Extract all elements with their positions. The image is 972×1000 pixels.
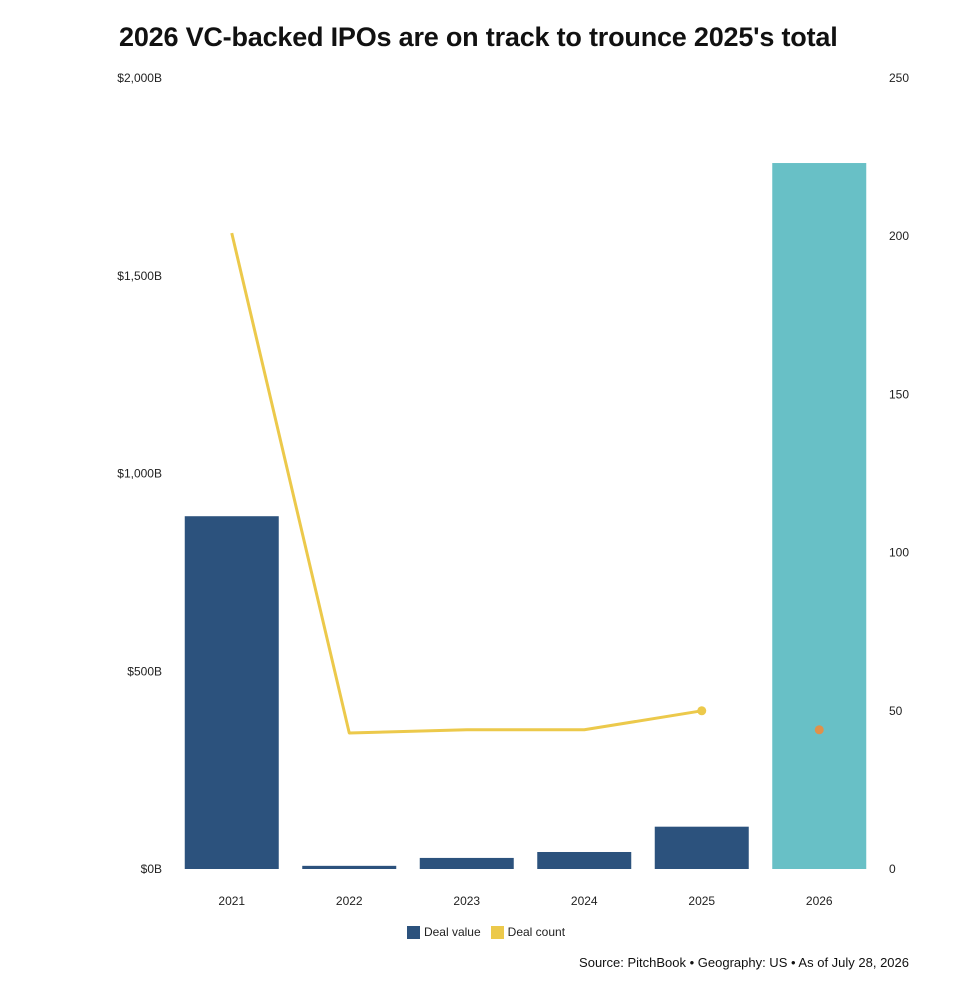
source-note: Source: PitchBook • Geography: US • As o… bbox=[579, 955, 909, 970]
right-tick-label: 50 bbox=[889, 704, 903, 718]
right-tick-label: 0 bbox=[889, 862, 896, 876]
point-2026 bbox=[814, 725, 824, 735]
bar-2022 bbox=[302, 865, 397, 869]
deal-value-bars bbox=[184, 163, 867, 870]
chart-title: 2026 VC-backed IPOs are on track to trou… bbox=[119, 22, 838, 52]
deal-count-line bbox=[230, 232, 824, 735]
legend-swatch-deal-value bbox=[406, 925, 420, 939]
left-tick-label: $1,000B bbox=[117, 467, 162, 481]
x-tick-label: 2024 bbox=[571, 894, 598, 908]
point-2025 bbox=[697, 706, 707, 716]
legend-swatch-deal-count bbox=[490, 925, 504, 939]
x-tick-label: 2021 bbox=[218, 894, 245, 908]
bar-2025 bbox=[654, 826, 749, 869]
right-axis-ticks: 0 50 100 150 200 250 bbox=[889, 71, 909, 876]
right-tick-label: 200 bbox=[889, 229, 909, 243]
bar-2023 bbox=[419, 857, 514, 869]
bar-2026 bbox=[772, 163, 867, 870]
legend-item-deal-count[interactable]: Deal count bbox=[490, 925, 566, 939]
x-tick-label: 2022 bbox=[336, 894, 363, 908]
x-tick-label: 2025 bbox=[688, 894, 715, 908]
right-tick-label: 150 bbox=[889, 387, 909, 401]
left-axis-ticks: $0B $500B $1,000B $1,500B $2,000B bbox=[117, 71, 162, 876]
left-tick-label: $1,500B bbox=[117, 269, 162, 283]
x-tick-label: 2023 bbox=[453, 894, 480, 908]
x-axis-ticks: 2021 2022 2023 2024 2025 2026 bbox=[218, 894, 833, 908]
bar-2021 bbox=[184, 516, 279, 869]
deal-count-line-path bbox=[230, 232, 702, 735]
legend-item-deal-value[interactable]: Deal value bbox=[406, 925, 481, 939]
left-tick-label: $2,000B bbox=[117, 71, 162, 85]
left-tick-label: $0B bbox=[141, 862, 162, 876]
legend-label-deal-value: Deal value bbox=[423, 925, 481, 939]
x-tick-label: 2026 bbox=[806, 894, 833, 908]
right-tick-label: 100 bbox=[889, 546, 909, 560]
bar-2024 bbox=[537, 851, 632, 869]
right-tick-label: 250 bbox=[889, 71, 909, 85]
legend-label-deal-count: Deal count bbox=[507, 925, 566, 939]
left-tick-label: $500B bbox=[127, 664, 162, 678]
legend: Deal value Deal count bbox=[0, 925, 972, 939]
